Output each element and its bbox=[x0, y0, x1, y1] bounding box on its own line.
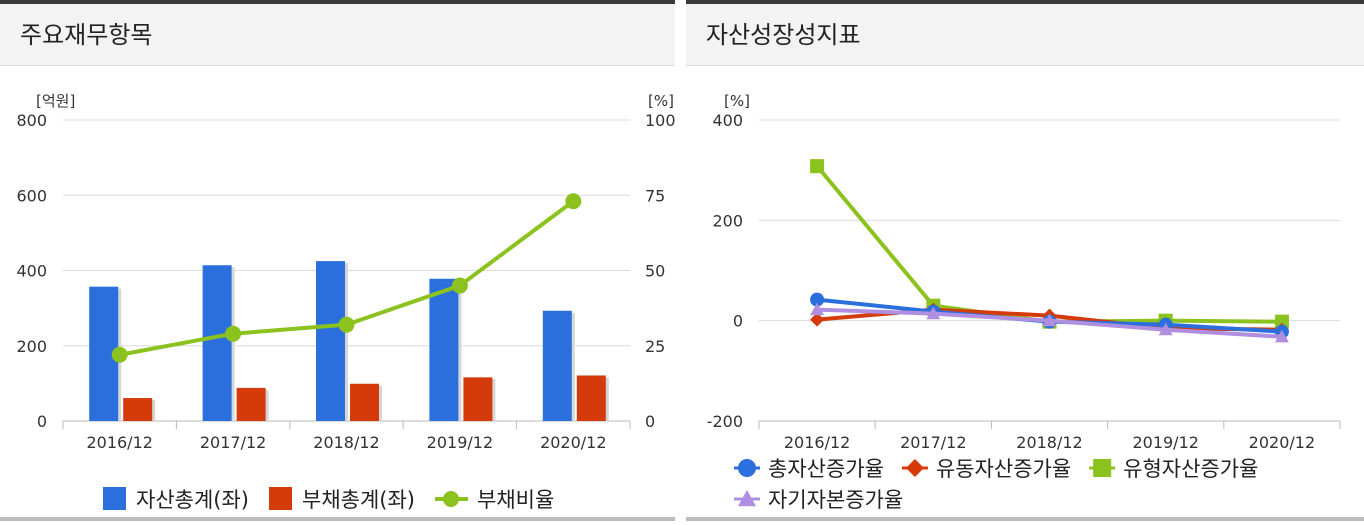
y-right-tick-label: 25 bbox=[645, 337, 665, 356]
bar bbox=[576, 375, 606, 421]
x-tick-label: 2016/12 bbox=[784, 433, 850, 452]
series-line bbox=[815, 164, 1282, 324]
bar bbox=[316, 261, 345, 421]
y-tick-label: 0 bbox=[733, 312, 743, 331]
y-tick-label: -200 bbox=[707, 412, 743, 431]
y-left-tick-label: 0 bbox=[37, 412, 47, 431]
line-point bbox=[338, 316, 355, 333]
y-left-tick-label: 800 bbox=[16, 111, 47, 130]
x-tick-label: 2017/12 bbox=[900, 433, 966, 452]
bar bbox=[429, 278, 459, 421]
series-point bbox=[810, 302, 825, 316]
legend-swatch bbox=[269, 487, 292, 510]
y-right-tick-label: 75 bbox=[645, 186, 665, 205]
legend-label: 자기자본증가율 bbox=[768, 488, 903, 512]
panel-title: 자산성장성지표 bbox=[686, 4, 1364, 66]
series-point bbox=[926, 306, 941, 320]
financial-items-panel: 주요재무항목 0 200 400 600 800 0 25 50 75 100 [억원] [%] 201… bbox=[0, 0, 676, 521]
legend-marker bbox=[738, 490, 756, 507]
bar bbox=[463, 377, 493, 421]
legend-label: 유동자산증가율 bbox=[936, 457, 1071, 481]
x-tick-label: 2020/12 bbox=[1249, 433, 1315, 452]
x-tick-label: 2016/12 bbox=[86, 433, 152, 452]
series-point bbox=[810, 292, 825, 307]
y-left-tick-label: 200 bbox=[16, 337, 47, 356]
y-right-tick-label: 100 bbox=[645, 111, 676, 130]
series-point bbox=[1274, 329, 1289, 343]
legend-marker bbox=[905, 459, 924, 477]
y-tick-label: 200 bbox=[712, 211, 743, 230]
y-left-unit: [억원] bbox=[36, 92, 75, 110]
x-tick-label: 2018/12 bbox=[313, 433, 379, 452]
y-right-tick-label: 0 bbox=[645, 412, 655, 431]
series-point bbox=[810, 159, 825, 174]
line-point bbox=[225, 325, 242, 342]
line-point bbox=[111, 346, 128, 363]
x-tick-label: 2017/12 bbox=[200, 433, 266, 452]
y-left-tick-label: 600 bbox=[16, 186, 47, 205]
legend-label: 부채총계(좌) bbox=[302, 488, 415, 512]
series-point bbox=[810, 312, 825, 327]
legend-marker bbox=[1093, 459, 1112, 477]
bar bbox=[123, 398, 153, 421]
series-point bbox=[1274, 314, 1289, 329]
legend-swatch bbox=[103, 487, 126, 510]
y-tick-label: 400 bbox=[712, 111, 743, 130]
legend-label: 자산총계(좌) bbox=[136, 488, 249, 512]
line-point bbox=[565, 193, 582, 210]
legend-marker bbox=[738, 459, 756, 477]
legend-label: 부채비율 bbox=[477, 488, 554, 512]
y-right-tick-label: 50 bbox=[645, 262, 665, 281]
bar bbox=[542, 310, 572, 421]
asset-growth-chart: -200 0 200 400[%] 2016/12 2017/12 2018/12 2019/… bbox=[707, 92, 1341, 512]
bar bbox=[350, 383, 379, 421]
legend-label: 총자산증가율 bbox=[768, 457, 884, 481]
x-tick-label: 2019/12 bbox=[1132, 433, 1198, 452]
x-tick-label: 2020/12 bbox=[540, 433, 606, 452]
y-unit: [%] bbox=[724, 92, 750, 110]
financial-items-chart: 0 200 400 600 800 0 25 50 75 100 [억원] [%] 2016/12 201… bbox=[16, 92, 676, 512]
x-tick-label: 2018/12 bbox=[1016, 433, 1082, 452]
legend-label: 유형자산증가율 bbox=[1123, 457, 1258, 481]
x-tick-label: 2019/12 bbox=[427, 433, 493, 452]
series-point bbox=[1042, 313, 1057, 327]
legend-marker bbox=[443, 491, 459, 507]
asset-growth-panel: 자산성장성지표 -200 0 200 400 [%] 2016/12 2017/12 2018… bbox=[686, 0, 1364, 521]
bar bbox=[236, 387, 266, 421]
line-point bbox=[451, 277, 468, 294]
series-point bbox=[1158, 322, 1173, 336]
y-left-tick-label: 400 bbox=[16, 262, 47, 281]
y-right-unit: [%] bbox=[648, 92, 674, 110]
panel-title: 주요재무항목 bbox=[0, 4, 675, 66]
bar bbox=[202, 265, 232, 421]
